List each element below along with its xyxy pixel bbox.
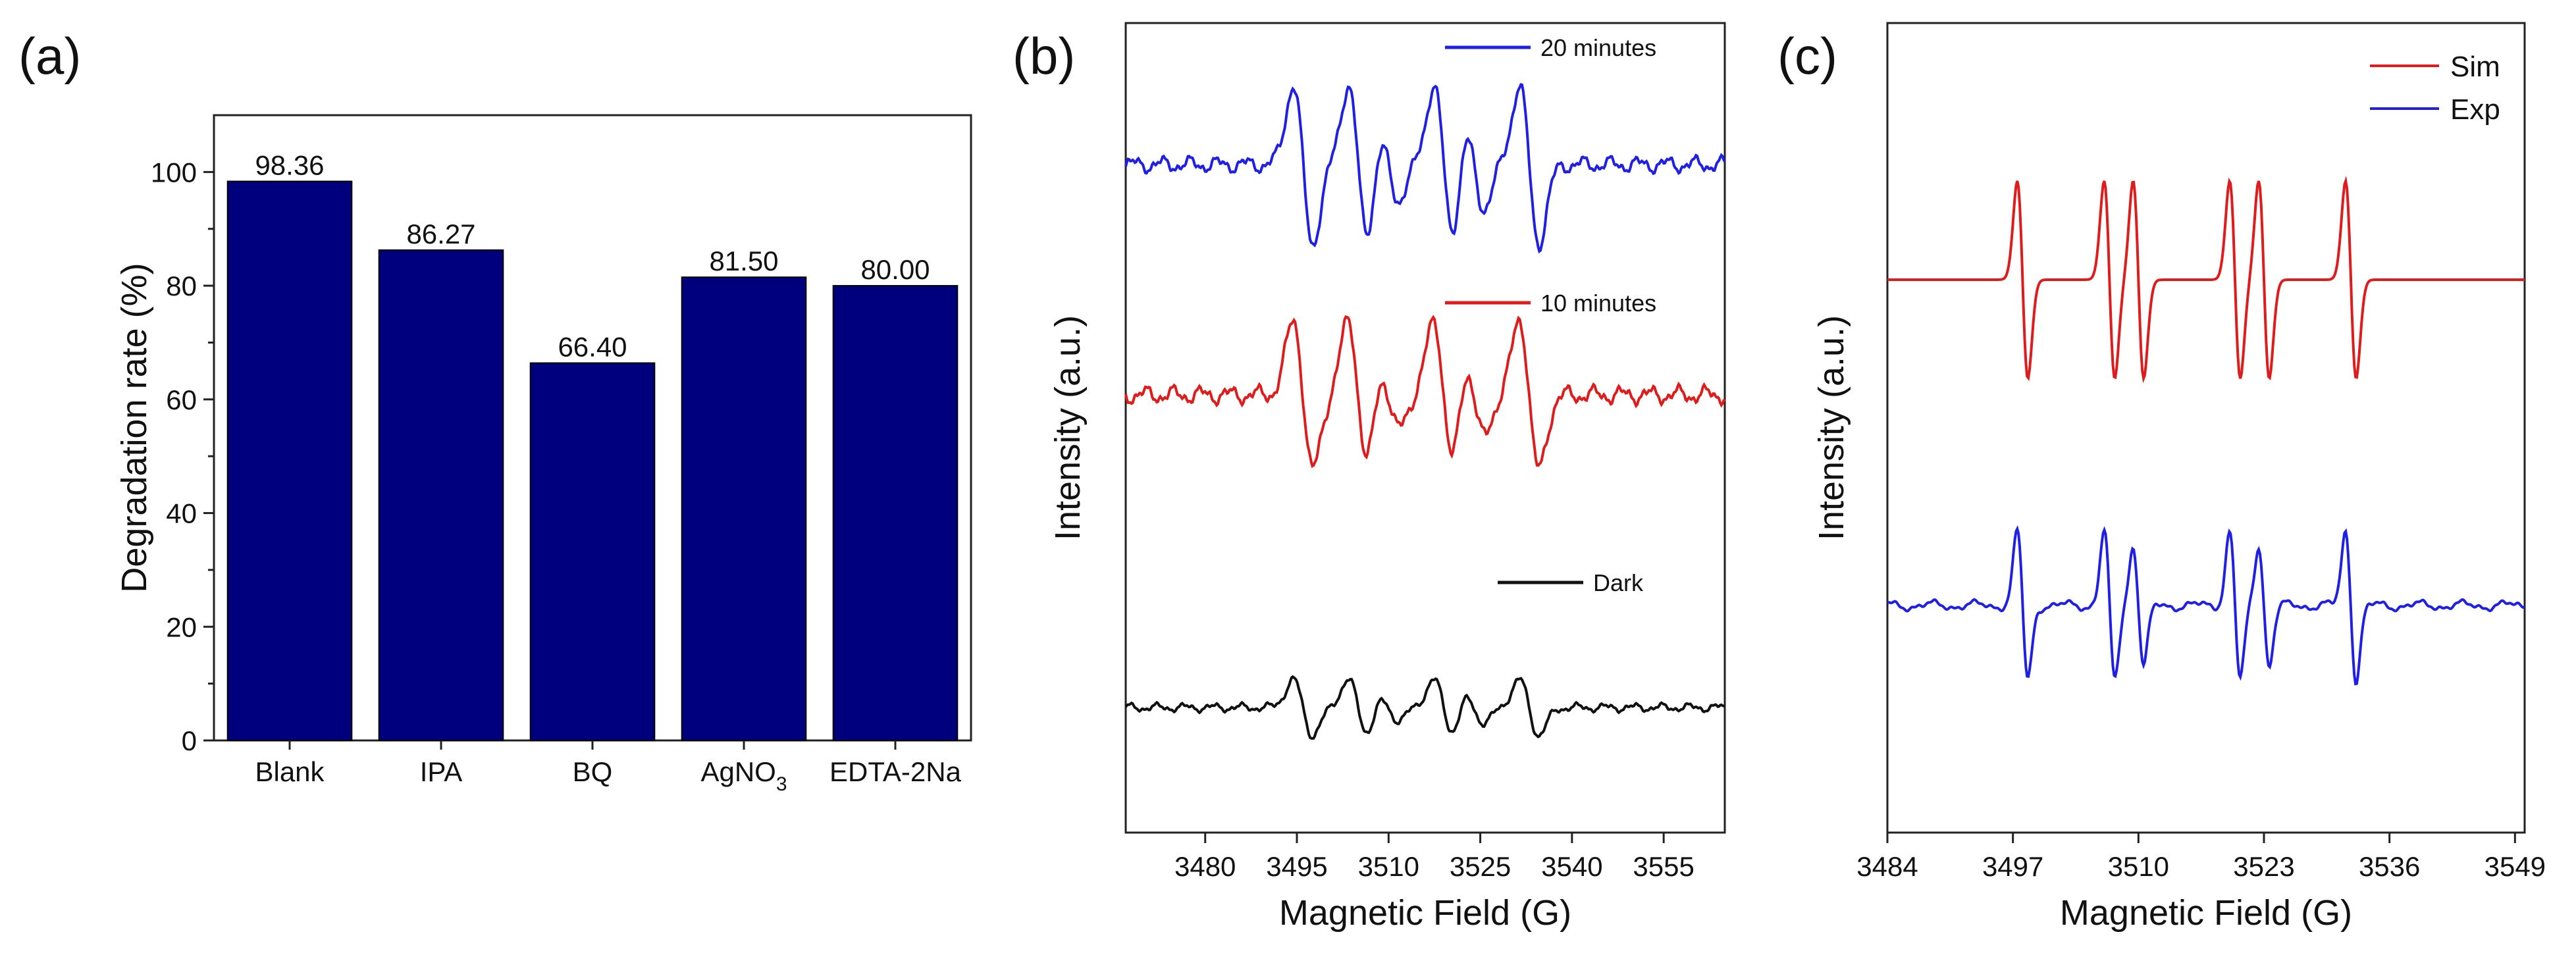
bar-value-label: 86.27 <box>406 219 475 249</box>
x-tick-label: 3497 <box>1982 851 2043 882</box>
panel-b-x-axis-title: Magnetic Field (G) <box>1279 893 1571 933</box>
x-tick-label: 3480 <box>1174 851 1236 882</box>
x-tick-label: 3536 <box>2359 851 2420 882</box>
legend-label: 20 minutes <box>1540 34 1656 61</box>
panel-a-bars <box>226 180 959 742</box>
x-tick-label: 3540 <box>1541 851 1602 882</box>
x-tick-label: 3510 <box>1358 851 1419 882</box>
bar-value-label: 98.36 <box>255 150 324 181</box>
y-tick-label: 20 <box>166 611 197 642</box>
legend-label: Exp <box>2450 93 2500 126</box>
bar-agno3 <box>681 276 807 741</box>
bar-value-label: 80.00 <box>860 254 930 285</box>
bar-value-label: 66.40 <box>558 332 627 363</box>
panel-c-spectra <box>1887 176 2525 686</box>
x-tick-label: 3510 <box>2108 851 2169 882</box>
bar-ipa <box>378 249 504 741</box>
legend-label: Sim <box>2450 51 2500 83</box>
x-tick-label: 3523 <box>2233 851 2294 882</box>
x-tick-label: 3495 <box>1266 851 1327 882</box>
category-label-main: Blank <box>255 756 325 787</box>
panel-c-frame <box>1886 22 2526 834</box>
spectrum-line-20-minutes <box>1124 83 1726 254</box>
spectrum-line-dark <box>1124 675 1725 740</box>
category-label: Blank <box>255 756 325 787</box>
y-tick-label: 60 <box>166 384 197 415</box>
bar-value-label: 81.50 <box>709 245 778 276</box>
panel-c-x-axis-title: Magnetic Field (G) <box>2060 893 2352 933</box>
x-tick-label: 3555 <box>1633 851 1694 882</box>
panel-c: (c) Intensity (a.u.) Magnetic Field (G) … <box>1777 22 2546 933</box>
bar-edta-2na <box>832 285 959 742</box>
category-label: BQ <box>573 756 613 787</box>
bar-blank <box>226 180 353 741</box>
y-tick-label: 40 <box>166 498 197 529</box>
y-tick-label: 100 <box>151 157 197 188</box>
panel-b-legends: 20 minutes 10 minutes Dark <box>1445 34 1656 596</box>
panel-a-category-labels: Blank IPA BQ AgNO3 EDTA-2Na <box>255 740 962 795</box>
category-label-main: IPA <box>420 756 463 787</box>
panel-b-label: (b) <box>1012 27 1075 85</box>
panel-c-legend: Sim Exp <box>2370 51 2500 126</box>
panel-b-x-axis: 3480 3495 3510 3525 3540 3555 <box>1174 833 1695 882</box>
panel-c-label: (c) <box>1777 27 1837 85</box>
x-tick-label: 3525 <box>1450 851 1511 882</box>
y-tick-label: 0 <box>182 725 197 756</box>
x-tick-label: 3484 <box>1856 851 1918 882</box>
category-label-main: BQ <box>573 756 613 787</box>
panel-a: (a) Degradation rate (%) 0 20 40 60 80 100 98… <box>18 27 972 795</box>
y-tick-label: 80 <box>166 271 197 301</box>
panel-b-y-axis-title: Intensity (a.u.) <box>1048 315 1088 540</box>
category-label: IPA <box>420 756 463 787</box>
spectrum-line-exp <box>1887 525 2525 686</box>
panel-c-y-axis-title: Intensity (a.u.) <box>1812 315 1851 540</box>
legend-label: 10 minutes <box>1540 290 1656 317</box>
panel-b: (b) Intensity (a.u.) Magnetic Field (G) … <box>1012 22 1726 933</box>
spectrum-line-sim <box>1887 176 2525 384</box>
category-label: AgNO3 <box>700 756 787 795</box>
panel-b-spectra <box>1124 83 1726 740</box>
panel-a-label: (a) <box>18 27 81 85</box>
legend-label: Dark <box>1593 569 1644 596</box>
category-label-main: AgNO <box>700 756 775 787</box>
category-label: EDTA-2Na <box>829 756 962 787</box>
category-label-subscript: 3 <box>776 773 787 795</box>
panel-c-x-axis: 3484 3497 3510 3523 3536 3549 <box>1856 833 2546 882</box>
panel-a-y-axis-title: Degradation rate (%) <box>115 263 154 592</box>
category-label-main: EDTA-2Na <box>829 756 962 787</box>
x-tick-label: 3549 <box>2484 851 2546 882</box>
spectrum-line-10-minutes <box>1124 315 1726 469</box>
panel-b-frame <box>1124 22 1726 834</box>
panel-a-y-axis: 0 20 40 60 80 100 <box>151 157 214 756</box>
bar-bq <box>529 362 656 741</box>
panel-a-value-labels: 98.36 86.27 66.40 81.50 80.00 <box>255 150 930 363</box>
